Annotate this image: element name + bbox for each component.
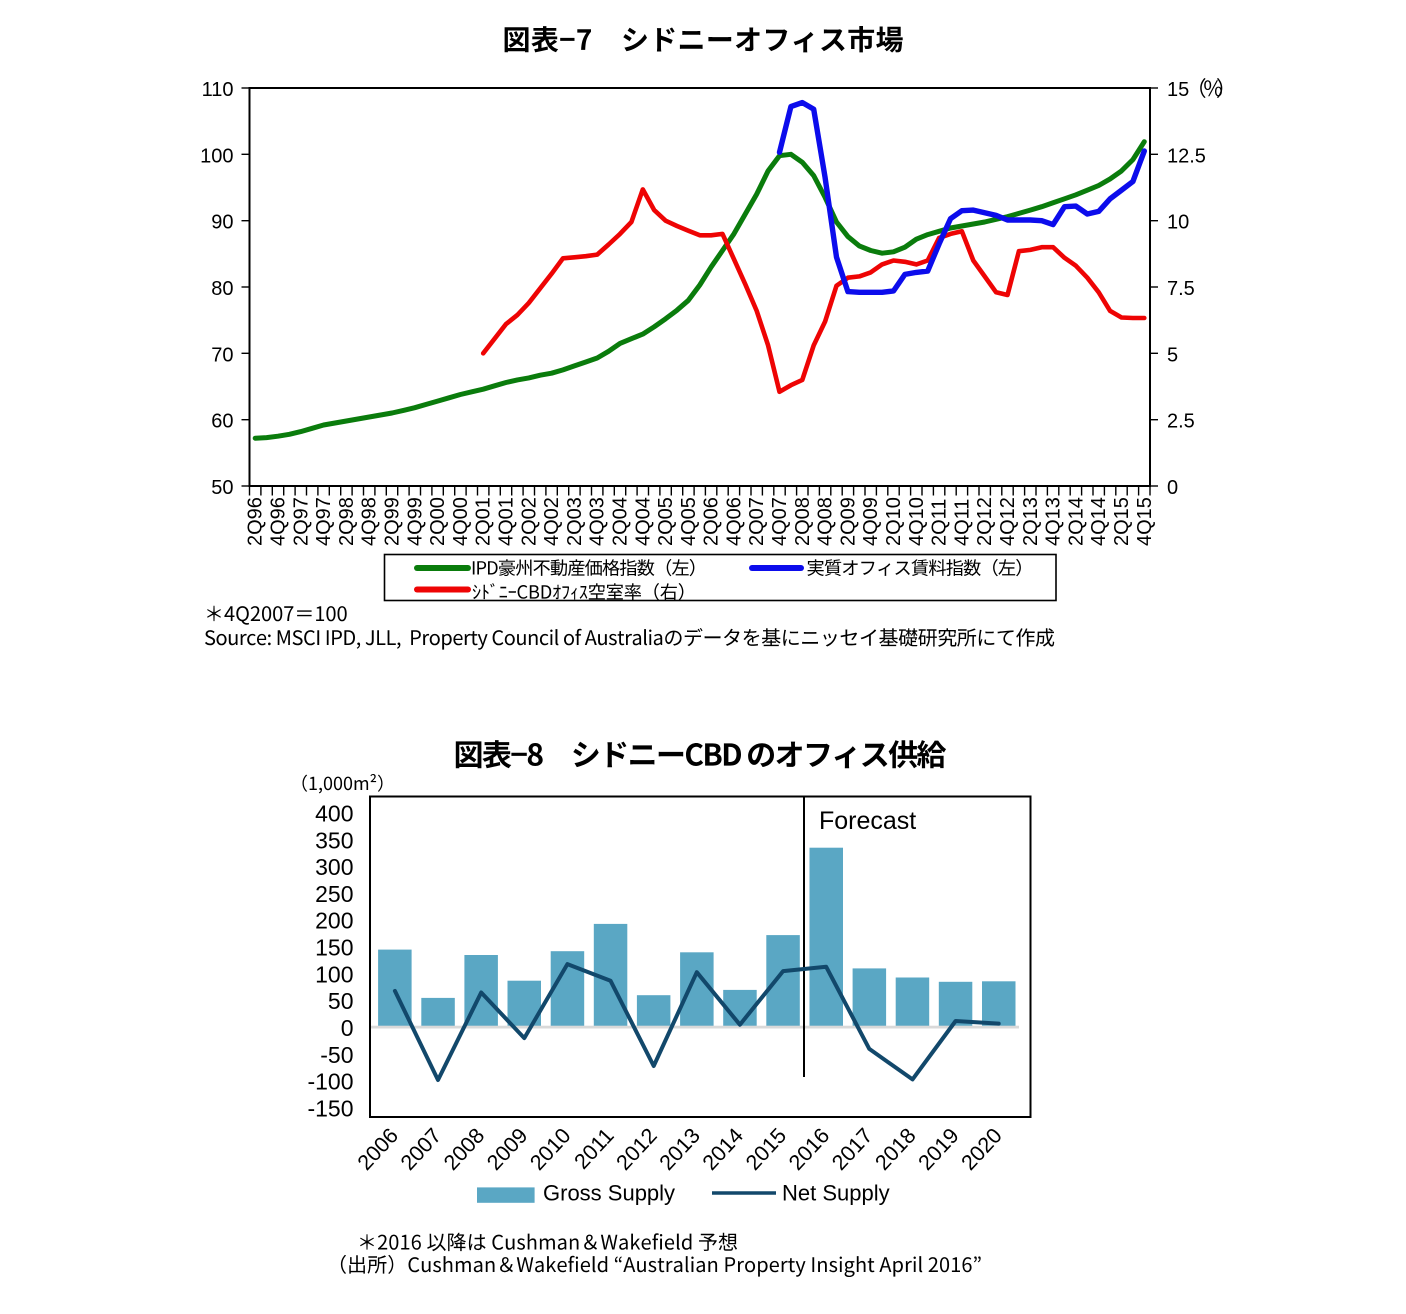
svg-text:4Q14: 4Q14	[1088, 497, 1110, 546]
svg-text:100: 100	[200, 145, 233, 167]
svg-text:50: 50	[211, 477, 233, 499]
svg-text:0: 0	[341, 1015, 354, 1041]
svg-text:2Q11: 2Q11	[929, 499, 951, 546]
svg-text:2Q96: 2Q96	[245, 497, 267, 546]
svg-text:4Q15: 4Q15	[1134, 497, 1156, 546]
svg-text:2Q09: 2Q09	[837, 497, 859, 546]
svg-text:4Q02: 4Q02	[541, 497, 563, 546]
svg-text:250: 250	[315, 881, 353, 907]
svg-text:4Q96: 4Q96	[268, 497, 290, 546]
svg-text:2Q08: 2Q08	[792, 497, 814, 546]
svg-text:2Q04: 2Q04	[610, 497, 632, 546]
svg-text:-150: -150	[307, 1096, 353, 1122]
svg-text:Net Supply: Net Supply	[782, 1181, 890, 1206]
svg-text:2Q07: 2Q07	[746, 497, 768, 546]
svg-text:110: 110	[202, 79, 234, 101]
svg-text:70: 70	[211, 344, 233, 366]
svg-text:4Q10: 4Q10	[906, 497, 928, 546]
svg-text:2Q10: 2Q10	[883, 497, 905, 546]
svg-text:4Q99: 4Q99	[404, 497, 426, 546]
svg-text:0: 0	[1167, 477, 1178, 499]
svg-text:60: 60	[211, 411, 233, 433]
svg-text:150: 150	[315, 935, 353, 961]
svg-text:2Q14: 2Q14	[1065, 497, 1087, 546]
svg-text:80: 80	[211, 278, 233, 300]
svg-text:-50: -50	[320, 1042, 353, 1068]
svg-text:4Q98: 4Q98	[359, 497, 381, 546]
svg-text:Gross Supply: Gross Supply	[543, 1181, 675, 1206]
svg-text:5: 5	[1167, 344, 1178, 366]
svg-text:4Q04: 4Q04	[632, 497, 654, 546]
svg-text:2Q15: 2Q15	[1111, 497, 1133, 546]
svg-text:4Q06: 4Q06	[723, 497, 745, 546]
svg-text:2Q05: 2Q05	[655, 497, 677, 546]
svg-text:4Q11: 4Q11	[951, 499, 973, 546]
svg-text:300: 300	[315, 854, 353, 880]
svg-text:2Q97: 2Q97	[290, 497, 312, 546]
svg-text:4Q07: 4Q07	[769, 497, 791, 546]
svg-text:2Q02: 2Q02	[518, 497, 540, 546]
svg-text:2Q13: 2Q13	[1020, 497, 1042, 546]
svg-text:10: 10	[1167, 212, 1189, 234]
svg-text:12.5: 12.5	[1167, 145, 1206, 167]
svg-text:350: 350	[315, 827, 353, 853]
svg-text:4Q01: 4Q01	[496, 497, 518, 546]
svg-text:2Q06: 2Q06	[701, 497, 723, 546]
svg-text:2Q01: 2Q01	[473, 497, 495, 546]
svg-text:4Q12: 4Q12	[997, 497, 1019, 546]
svg-text:Forecast: Forecast	[819, 807, 916, 835]
svg-text:4Q08: 4Q08	[815, 497, 837, 546]
svg-text:4Q97: 4Q97	[313, 497, 335, 546]
svg-text:4Q05: 4Q05	[678, 497, 700, 546]
svg-text:4Q00: 4Q00	[450, 497, 472, 546]
svg-text:4Q03: 4Q03	[587, 497, 609, 546]
svg-text:2Q99: 2Q99	[382, 497, 404, 546]
svg-text:100: 100	[315, 961, 353, 987]
svg-text:7.5: 7.5	[1167, 278, 1195, 300]
svg-text:2Q98: 2Q98	[336, 497, 358, 546]
svg-text:50: 50	[328, 988, 354, 1014]
svg-text:15: 15	[1167, 79, 1189, 101]
svg-text:-100: -100	[307, 1069, 353, 1095]
svg-text:200: 200	[315, 908, 353, 934]
svg-text:90: 90	[211, 212, 233, 234]
svg-text:4Q09: 4Q09	[860, 497, 882, 546]
svg-text:4Q13: 4Q13	[1043, 497, 1065, 546]
svg-text:2Q12: 2Q12	[974, 497, 996, 546]
svg-text:2Q00: 2Q00	[427, 497, 449, 546]
svg-text:2.5: 2.5	[1167, 411, 1195, 433]
svg-text:2Q03: 2Q03	[564, 497, 586, 546]
svg-text:400: 400	[315, 801, 353, 827]
